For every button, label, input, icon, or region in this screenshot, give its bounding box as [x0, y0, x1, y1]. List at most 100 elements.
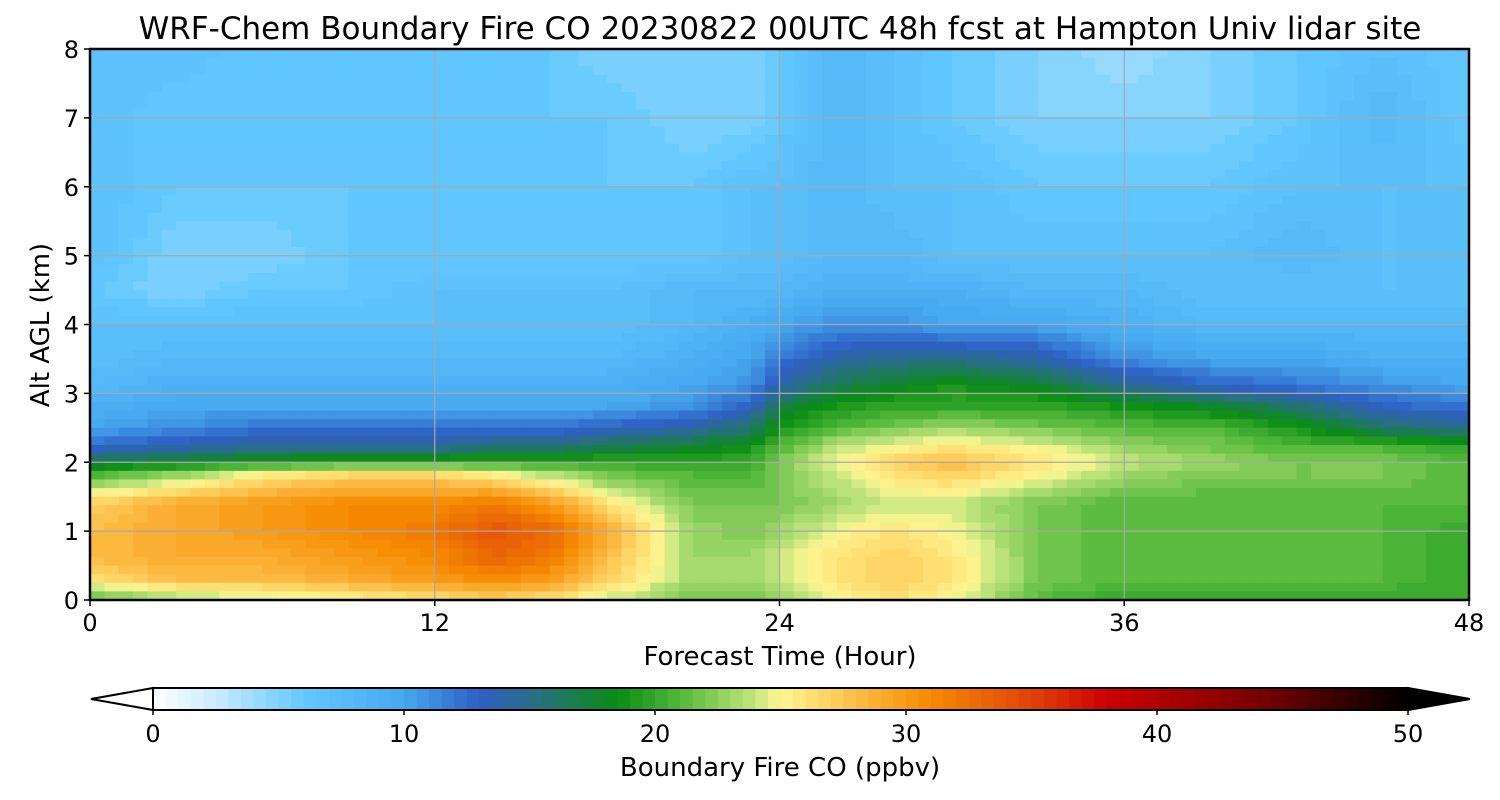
heatmap-cell [951, 186, 967, 196]
heatmap-cell [865, 384, 881, 394]
heatmap-cell [1196, 410, 1212, 420]
heatmap-cell [1382, 436, 1398, 446]
heatmap-cell [1009, 436, 1025, 446]
heatmap-cell [291, 427, 307, 438]
heatmap-cell [1167, 488, 1183, 498]
heatmap-cell [923, 410, 939, 420]
heatmap-cell [1239, 126, 1255, 136]
heatmap-cell [549, 290, 565, 300]
heatmap-cell [118, 203, 134, 214]
heatmap-cell [118, 367, 134, 377]
heatmap-cell [506, 195, 522, 205]
heatmap-cell [1296, 229, 1312, 240]
heatmap-cell [966, 143, 982, 153]
heatmap-cell [219, 255, 235, 265]
heatmap-cell [650, 49, 666, 59]
heatmap-cell [535, 152, 551, 162]
heatmap-cell [750, 315, 766, 326]
heatmap-cell [549, 350, 565, 360]
heatmap-cell [1138, 410, 1154, 420]
heatmap-cell [750, 126, 766, 136]
heatmap-cell [1210, 393, 1226, 403]
heatmap-cell [578, 195, 594, 205]
heatmap-cell [1454, 384, 1470, 394]
heatmap-cell [406, 186, 421, 196]
heatmap-cell [291, 247, 307, 257]
heatmap-cell [994, 203, 1010, 214]
heatmap-cell [1196, 427, 1212, 438]
heatmap-cell [951, 281, 967, 291]
heatmap-cell [1354, 117, 1370, 128]
heatmap-cell [1181, 83, 1197, 93]
heatmap-cell [908, 117, 924, 128]
heatmap-cell [865, 479, 881, 489]
heatmap-cell [822, 135, 838, 145]
heatmap-cell [233, 83, 249, 93]
heatmap-cell [492, 57, 508, 67]
heatmap-cell [793, 419, 809, 429]
heatmap-cell [406, 247, 421, 257]
heatmap-cell [391, 100, 407, 110]
heatmap-cell [463, 272, 479, 283]
heatmap-cell [520, 109, 536, 119]
heatmap-cell [865, 212, 881, 222]
heatmap-cell [1152, 453, 1168, 463]
heatmap-cell [305, 341, 321, 351]
heatmap-cell [1181, 186, 1197, 196]
heatmap-cell [1224, 281, 1240, 291]
heatmap-cell [449, 488, 465, 498]
heatmap-cell [836, 186, 852, 196]
heatmap-cell [420, 100, 436, 110]
heatmap-cell [951, 92, 967, 102]
heatmap-cell [1267, 358, 1283, 369]
heatmap-cell [118, 350, 134, 360]
heatmap-cell [1296, 203, 1312, 214]
heatmap-cell [276, 152, 292, 162]
heatmap-cell [607, 393, 623, 403]
heatmap-cell [204, 462, 220, 472]
heatmap-cell [851, 479, 867, 489]
heatmap-cell [549, 100, 565, 110]
heatmap-cell [1440, 488, 1456, 498]
heatmap-cell [1296, 401, 1312, 412]
heatmap-cell [750, 376, 766, 386]
heatmap-cell [937, 264, 953, 274]
heatmap-cell [822, 221, 838, 231]
heatmap-cell [564, 247, 579, 257]
heatmap-cell [276, 83, 292, 93]
heatmap-cell [908, 49, 924, 59]
heatmap-cell [650, 126, 666, 136]
heatmap-cell [219, 186, 235, 196]
heatmap-cell [1224, 83, 1240, 93]
heatmap-cell [1167, 479, 1183, 489]
heatmap-cell [118, 393, 134, 403]
heatmap-cell [420, 453, 436, 463]
heatmap-cell [133, 255, 149, 265]
heatmap-cell [1310, 419, 1326, 429]
heatmap-cell [262, 272, 278, 283]
heatmap-cell [865, 298, 881, 308]
heatmap-cell [90, 350, 105, 360]
heatmap-cell [693, 462, 709, 472]
heatmap-cell [204, 488, 220, 498]
heatmap-cell [391, 92, 407, 102]
heatmap-cell [980, 195, 996, 205]
heatmap-cell [851, 324, 867, 334]
heatmap-cell [808, 143, 824, 153]
heatmap-cell [1267, 212, 1283, 222]
heatmap-cell [980, 384, 996, 394]
heatmap-cell [1038, 264, 1054, 274]
heatmap-cell [1253, 376, 1269, 386]
heatmap-cell [736, 350, 752, 360]
heatmap-cell [248, 307, 263, 317]
heatmap-cell [664, 384, 680, 394]
heatmap-cell [1425, 436, 1441, 446]
heatmap-cell [1310, 281, 1326, 291]
heatmap-cell [1009, 238, 1025, 248]
heatmap-cell [966, 350, 982, 360]
heatmap-cell [549, 393, 565, 403]
heatmap-cell [592, 221, 608, 231]
heatmap-cell [722, 479, 737, 489]
heatmap-cell [506, 66, 522, 76]
heatmap-cell [1052, 419, 1068, 429]
